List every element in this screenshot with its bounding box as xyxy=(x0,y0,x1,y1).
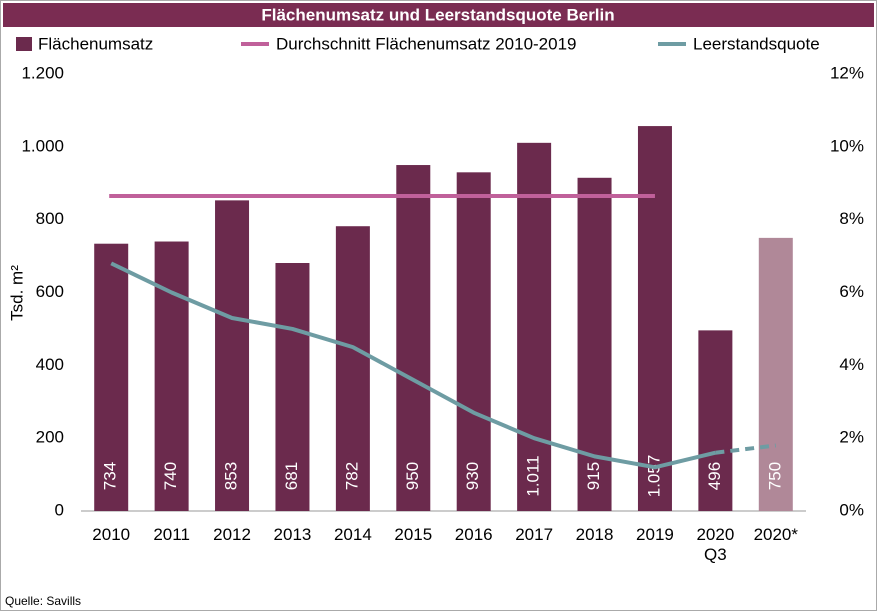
y-tick-label: 1.200 xyxy=(21,63,64,82)
y-tick-label: 800 xyxy=(36,209,64,228)
line xyxy=(110,261,716,470)
value-label: 1.057 xyxy=(644,455,663,498)
value-label: 740 xyxy=(161,462,180,490)
x-tick-label: 2013 xyxy=(273,525,312,544)
bar xyxy=(215,200,250,511)
bar xyxy=(517,142,552,511)
bar xyxy=(758,237,793,511)
value-label: 853 xyxy=(222,462,241,490)
bar xyxy=(637,126,672,511)
x-tick-label: 2014 xyxy=(333,525,372,544)
legend-label: Flächenumsatz xyxy=(38,34,153,53)
chart-title: Flächenumsatz und Leerstandsquote Berlin xyxy=(261,5,614,24)
x-tick-label: 2018 xyxy=(575,525,614,544)
value-label: 782 xyxy=(342,462,361,490)
x-tick-label: 2019 xyxy=(636,525,674,544)
bar xyxy=(275,263,310,511)
value-label: 496 xyxy=(705,462,724,490)
title-bar xyxy=(3,3,874,27)
y-tick-label: 600 xyxy=(36,282,64,301)
bar xyxy=(456,172,491,511)
x-tick-label: 2010 xyxy=(92,525,131,544)
x-tick-label: 2011 xyxy=(153,525,190,544)
x-tick-label: 2016 xyxy=(454,525,493,544)
y2-tick-label: 12% xyxy=(830,63,864,82)
x-tick-label: 2020* xyxy=(753,525,798,544)
bar xyxy=(94,243,129,511)
bar xyxy=(396,165,431,511)
legend-swatch xyxy=(16,37,32,51)
x-tick-label: 2012 xyxy=(213,525,251,544)
y-tick-label: 200 xyxy=(36,428,64,447)
y-axis-label: Tsd. m² xyxy=(7,265,26,321)
y2-tick-label: 2% xyxy=(839,428,864,447)
bar xyxy=(335,226,370,511)
y2-tick-label: 8% xyxy=(839,209,864,228)
y2-tick-label: 0% xyxy=(839,500,864,519)
bar xyxy=(698,330,733,511)
value-label: 1.011 xyxy=(524,455,543,496)
legend-label: Durchschnitt Flächenumsatz 2010-2019 xyxy=(276,34,577,53)
x-tick-label: 2017 xyxy=(515,525,554,544)
value-label: 750 xyxy=(765,462,784,490)
value-label: 930 xyxy=(463,462,482,490)
y2-tick-label: 10% xyxy=(830,136,864,155)
value-label: 915 xyxy=(584,462,603,490)
value-label: 734 xyxy=(101,462,120,490)
line-dashed xyxy=(715,443,777,455)
source: Quelle: Savills xyxy=(5,594,81,608)
y2-tick-label: 4% xyxy=(839,355,864,374)
legend-label: Leerstandsquote xyxy=(693,34,820,53)
value-label: 681 xyxy=(282,462,301,490)
bar xyxy=(577,177,612,511)
y-tick-label: 0 xyxy=(55,500,64,519)
y2-tick-label: 6% xyxy=(839,282,864,301)
y-tick-label: 1.000 xyxy=(21,136,64,155)
x-tick-label: 2020 Q3 xyxy=(696,525,735,564)
y-tick-label: 400 xyxy=(36,355,64,374)
x-tick-label: 2015 xyxy=(394,525,433,544)
value-label: 950 xyxy=(403,462,422,490)
